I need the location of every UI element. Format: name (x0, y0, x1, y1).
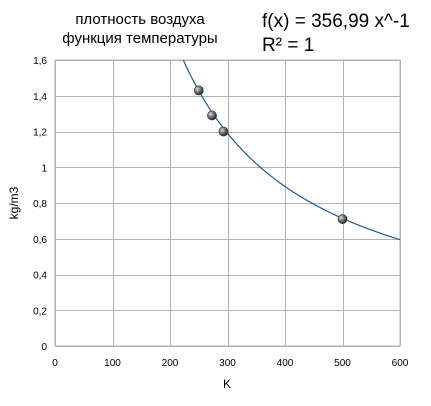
plot-area-border (54, 59, 401, 347)
y-tick-label: 0,6 (33, 235, 47, 246)
x-tick-label: 200 (162, 358, 179, 369)
y-tick-label: 1,4 (33, 92, 47, 103)
y-tick-label: 1,6 (33, 56, 47, 67)
y-axis-title: kg/m3 (7, 186, 21, 219)
y-tick-label: 0 (41, 342, 47, 353)
y-tick-label: 1,2 (33, 128, 47, 139)
x-tick-label: 600 (392, 358, 409, 369)
y-tick-label: 1 (41, 163, 47, 174)
x-tick-label: 100 (104, 358, 121, 369)
chart-title-line-1: плотность воздуха (75, 11, 205, 28)
gridlines (55, 60, 401, 347)
chart-title-line-2: функция температуры (62, 30, 217, 47)
data-point (193, 85, 204, 96)
data-point (337, 214, 348, 224)
trendline-r-squared: R² = 1 (262, 35, 314, 56)
data-point (207, 110, 217, 121)
x-axis-title: K (223, 377, 231, 391)
trendline-layer (182, 60, 400, 241)
data-point (218, 126, 229, 137)
y-tick-label: 0,2 (33, 306, 47, 317)
trendline-equation: f(x) = 356,99 x^-1 (262, 11, 410, 32)
data-points (193, 85, 348, 224)
tick-labels: 0 100 200 300 400 500 600 0 0,2 0,4 0,6 0,8 1 1,2 1,4 1… (33, 56, 409, 369)
trendline (182, 60, 400, 241)
x-tick-label: 500 (334, 358, 351, 369)
x-tick-label: 0 (52, 358, 58, 369)
y-tick-label: 0,4 (33, 271, 47, 282)
y-tick-label: 0,8 (33, 199, 47, 210)
x-tick-label: 300 (219, 358, 236, 369)
x-tick-label: 400 (277, 358, 294, 369)
